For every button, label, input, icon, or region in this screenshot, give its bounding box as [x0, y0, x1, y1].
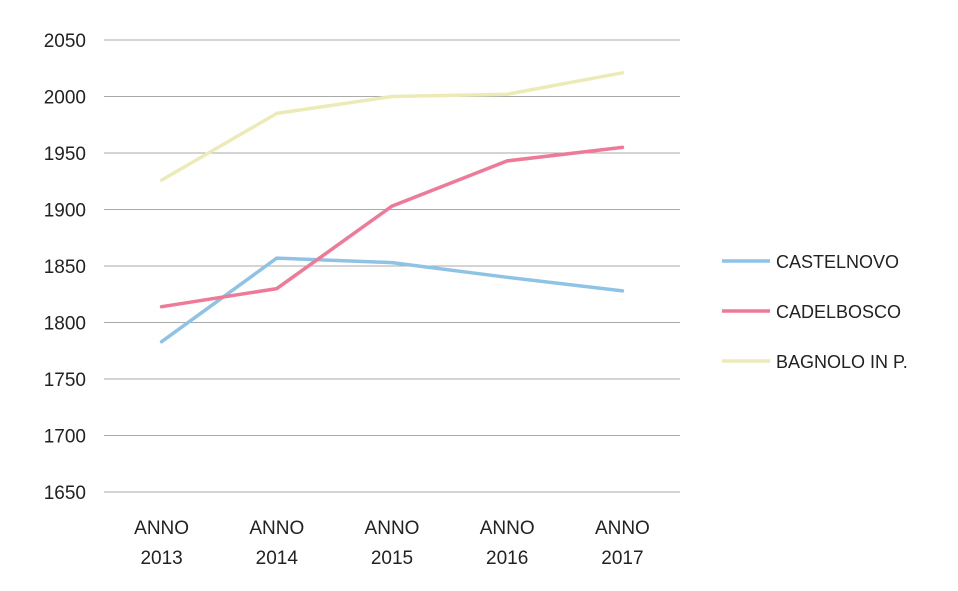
data-point — [390, 204, 394, 208]
legend-label: CADELBOSCO — [776, 302, 901, 322]
legend-label: CASTELNOVO — [776, 252, 899, 272]
y-tick-label: 1750 — [44, 370, 86, 391]
y-tick-label: 1650 — [44, 483, 86, 504]
data-point — [620, 71, 625, 75]
data-point — [390, 261, 394, 265]
y-tick-label: 1950 — [44, 144, 86, 165]
x-tick-label: ANNO 2014 — [249, 518, 304, 569]
data-point — [275, 256, 279, 260]
data-point — [505, 159, 509, 163]
x-tick-label: ANNO 2017 — [595, 518, 650, 569]
x-tick-label: ANNO 2016 — [480, 518, 535, 569]
y-tick-label: 1800 — [44, 314, 86, 335]
y-tick-label: 2050 — [44, 31, 86, 52]
y-axis-ticks: 1650 1700 1750 1800 1850 1900 1950 2000 2050 — [44, 31, 86, 504]
series-lines — [159, 71, 625, 344]
x-tick-label: ANNO 2013 — [134, 518, 189, 569]
data-point — [160, 340, 164, 344]
data-point — [275, 287, 279, 291]
data-point — [275, 111, 279, 116]
legend-label: BAGNOLO IN P. — [776, 352, 908, 372]
data-point — [620, 289, 625, 293]
data-point — [505, 275, 509, 279]
series-line-bagnolo-in-p — [159, 71, 625, 182]
data-point — [390, 94, 394, 99]
legend: CASTELNOVO CADELBOSCO BAGNOLO IN P. — [722, 252, 908, 372]
data-point — [160, 305, 164, 309]
y-tick-label: 2000 — [44, 88, 86, 109]
series-line-castelnovo — [159, 256, 625, 344]
data-point — [160, 178, 164, 182]
y-tick-label: 1900 — [44, 201, 86, 222]
x-tick-label: ANNO 2015 — [365, 518, 420, 569]
data-point — [505, 92, 509, 96]
data-point — [620, 145, 625, 149]
gridlines — [104, 39, 680, 493]
y-tick-label: 1700 — [44, 427, 86, 448]
x-axis-ticks: ANNO 2013 ANNO 2014 ANNO 2015 ANNO 2016 ANNO 2017 — [134, 518, 650, 569]
y-tick-label: 1850 — [44, 257, 86, 278]
